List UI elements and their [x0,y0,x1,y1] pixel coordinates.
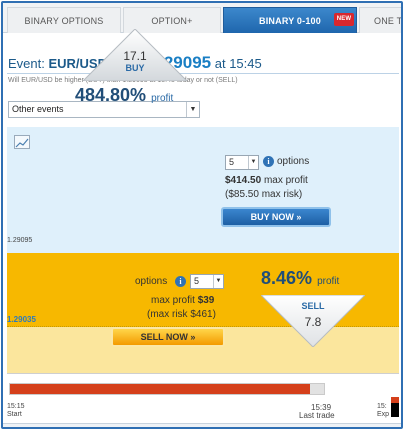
sell-quantity-select[interactable]: 5 ▼ [190,274,224,289]
info-icon[interactable]: i [263,156,274,167]
buy-max-profit-label: max profit [263,175,308,186]
other-events-select[interactable]: Other events ▼ [8,101,200,118]
buy-triangle[interactable] [83,29,187,81]
buy-max-profit: $414.50 max profit [225,175,308,186]
buy-profit-word: profit [151,93,174,104]
buy-price: 17.1 [123,49,147,63]
sell-quantity-value: 5 [194,276,200,286]
buy-now-button[interactable]: BUY NOW » [221,207,331,227]
tab-option-plus[interactable]: OPTION+ [123,7,221,33]
other-events-value: Other events [12,104,64,114]
sell-level: 1.29035 [7,315,36,324]
last-trade-label: Last trade [299,411,335,420]
buy-max-risk: ($85.50 max risk) [225,189,303,200]
expiry-label: Exp [377,411,390,418]
sell-label: SELL [301,301,325,311]
new-badge: NEW [334,13,354,26]
sell-max-profit: max profit $39 [151,295,214,306]
buy-quantity-select[interactable]: 5 ▼ [225,155,259,170]
start-label: Start [7,411,22,418]
buy-label: BUY [125,63,145,73]
sell-profit-pct: 8.46% [261,268,313,288]
sell-profit-word: profit [317,276,340,287]
tab-binary-0-100-label: BINARY 0-100 [259,16,321,26]
buy-panel [7,127,399,253]
chevron-down-icon: ▼ [248,156,258,169]
tab-binary-0-100[interactable]: BINARY 0-100 NEW [223,7,357,33]
sell-now-button[interactable]: SELL NOW » [111,327,225,347]
buy-quantity-value: 5 [229,157,235,167]
buy-profit-pct: 484.80% [75,85,147,105]
expiry-marker [391,397,399,417]
sell-triangle[interactable] [261,295,365,347]
event-time: at 15:45 [214,56,262,71]
chart-icon[interactable] [14,135,30,149]
buy-profit: 484.80% profit [75,85,173,106]
chevron-down-icon: ▼ [186,102,199,117]
sell-max-profit-value: $39 [197,295,215,306]
info-icon[interactable]: i [175,276,186,287]
sell-options-label: options [135,276,168,287]
divider [7,373,399,374]
bottom-bar [3,423,401,427]
last-trade-time: 15:39 [311,403,332,412]
tab-one-touch[interactable]: ONE TO [359,7,401,33]
time-progress-fill [10,384,310,394]
start-time: 15:15 [7,403,25,410]
expiry-marker-top [391,397,399,403]
buy-max-profit-value: $414.50 [225,175,262,186]
event-pair: EUR/USD [48,56,107,71]
buy-options-label: options [277,156,310,167]
tab-bar: BINARY OPTIONS OPTION+ BINARY 0-100 NEW … [3,3,401,33]
sell-profit: 8.46% profit [261,268,339,289]
sell-max-profit-label: max profit [151,295,195,306]
event-prefix: Event: [8,56,45,71]
chevron-down-icon: ▼ [213,275,223,288]
tab-binary-options[interactable]: BINARY OPTIONS [7,7,121,33]
time-progress-bar [9,383,325,395]
price-level-line [7,326,399,327]
divider [7,73,399,74]
expiry-time: 15: [377,403,387,410]
sell-price: 7.8 [304,315,322,329]
sell-max-risk: (max risk $461) [147,309,216,320]
buy-level: 1.29095 [7,237,33,244]
